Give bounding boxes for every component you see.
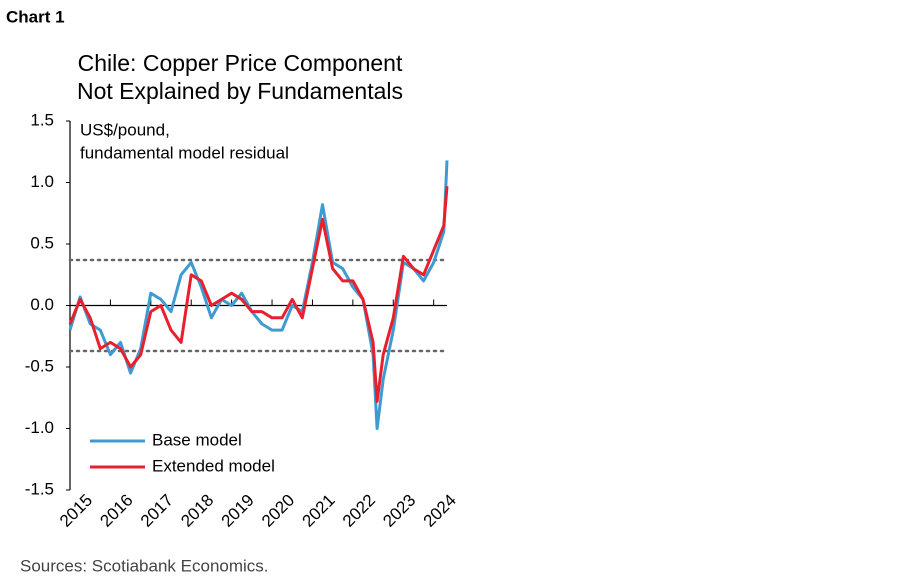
chart-title: Chile: Copper Price Component (78, 50, 403, 76)
legend-label: Extended model (152, 456, 275, 475)
y-tick-label: 1.0 (30, 172, 54, 191)
y-tick-label: 1.5 (30, 110, 54, 129)
x-tick-label: 2023 (379, 491, 419, 531)
chart-title: Not Explained by Fundamentals (77, 78, 403, 104)
y-axis-label: fundamental model residual (80, 143, 289, 162)
x-tick-label: 2018 (177, 491, 217, 531)
x-tick-label: 2019 (218, 491, 258, 531)
y-tick-label: -1.5 (25, 479, 54, 498)
x-tick-label: 2015 (56, 491, 96, 531)
x-tick-label: 2020 (258, 491, 298, 531)
y-tick-label: -0.5 (25, 356, 54, 375)
chart-label: Chart 1 (6, 7, 65, 26)
x-tick-label: 2024 (420, 491, 460, 531)
y-tick-label: -1.0 (25, 418, 54, 437)
y-tick-label: 0.0 (30, 295, 54, 314)
x-tick-label: 2016 (96, 491, 136, 531)
y-tick-label: 0.5 (30, 233, 54, 252)
source: Sources: Scotiabank Economics. (20, 556, 269, 575)
series-line (68, 186, 449, 403)
y-axis-label: US$/pound, (80, 120, 170, 139)
series-line (68, 160, 449, 430)
x-tick-label: 2017 (137, 491, 177, 531)
x-tick-label: 2021 (298, 491, 338, 531)
x-tick-label: 2022 (339, 491, 379, 531)
legend-label: Base model (152, 430, 242, 449)
